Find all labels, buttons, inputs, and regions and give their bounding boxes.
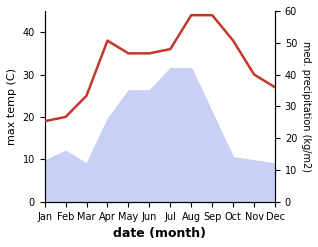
Y-axis label: max temp (C): max temp (C) [7,68,17,145]
X-axis label: date (month): date (month) [113,227,206,240]
Y-axis label: med. precipitation (kg/m2): med. precipitation (kg/m2) [301,41,311,172]
